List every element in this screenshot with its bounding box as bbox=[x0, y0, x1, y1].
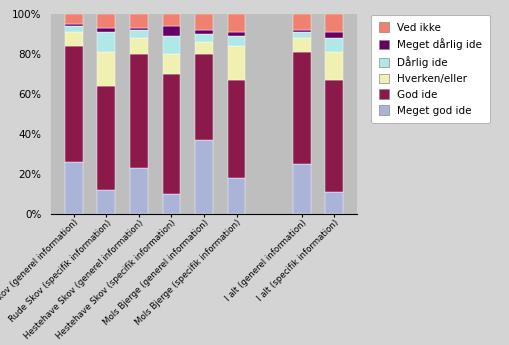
Bar bbox=[227, 178, 245, 214]
Bar bbox=[130, 54, 148, 168]
Bar bbox=[194, 34, 213, 42]
Bar bbox=[130, 30, 148, 38]
Bar bbox=[227, 32, 245, 36]
Bar bbox=[292, 14, 310, 30]
Bar bbox=[194, 140, 213, 214]
Bar bbox=[292, 32, 310, 38]
Bar bbox=[325, 80, 343, 192]
Bar bbox=[325, 32, 343, 38]
Bar bbox=[130, 38, 148, 54]
Bar bbox=[325, 38, 343, 52]
Bar bbox=[65, 26, 82, 32]
Bar bbox=[65, 46, 82, 162]
Bar bbox=[162, 54, 180, 74]
Bar bbox=[130, 14, 148, 28]
Bar bbox=[162, 26, 180, 36]
Bar bbox=[97, 28, 115, 32]
Bar bbox=[65, 162, 82, 214]
Bar bbox=[292, 38, 310, 52]
Bar bbox=[97, 52, 115, 86]
Bar bbox=[130, 28, 148, 30]
Bar bbox=[162, 36, 180, 54]
Bar bbox=[292, 164, 310, 214]
Bar bbox=[97, 86, 115, 190]
Bar bbox=[325, 14, 343, 32]
Bar bbox=[292, 52, 310, 164]
Bar bbox=[227, 36, 245, 46]
Bar bbox=[97, 14, 115, 28]
Bar bbox=[162, 14, 180, 26]
Bar bbox=[65, 24, 82, 26]
Legend: Ved ikke, Meget dårlig ide, Dårlig ide, Hverken/eller, God ide, Meget god ide: Ved ikke, Meget dårlig ide, Dårlig ide, … bbox=[371, 15, 489, 123]
Bar bbox=[194, 54, 213, 140]
Bar bbox=[325, 52, 343, 80]
Bar bbox=[130, 168, 148, 214]
Bar bbox=[162, 74, 180, 194]
Bar bbox=[325, 192, 343, 214]
Bar bbox=[227, 46, 245, 80]
Bar bbox=[227, 14, 245, 32]
Bar bbox=[65, 32, 82, 46]
Bar bbox=[65, 14, 82, 24]
Bar bbox=[97, 32, 115, 52]
Bar bbox=[162, 194, 180, 214]
Bar bbox=[194, 30, 213, 34]
Bar bbox=[194, 42, 213, 54]
Bar bbox=[292, 30, 310, 32]
Bar bbox=[194, 14, 213, 30]
Bar bbox=[97, 190, 115, 214]
Bar bbox=[227, 80, 245, 178]
